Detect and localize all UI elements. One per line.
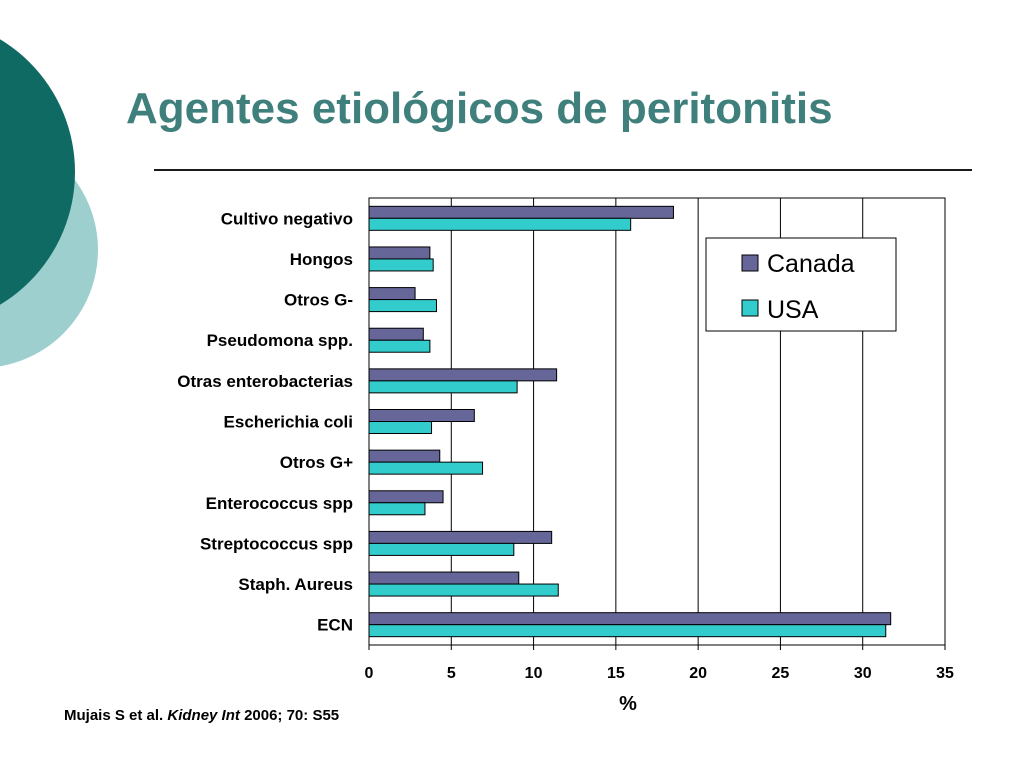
category-label: Enterococcus spp [206, 494, 353, 513]
title-underline [154, 169, 972, 171]
bar-usa [368, 258, 434, 272]
x-tick-label: 30 [854, 665, 872, 682]
bar-usa [368, 299, 437, 313]
bar-canada [368, 490, 444, 504]
x-axis-label: % [619, 693, 637, 715]
bar-usa [368, 380, 518, 394]
bar-canada [368, 449, 441, 463]
category-label: Otras enterobacterias [177, 372, 353, 391]
bar-usa [368, 542, 515, 556]
bar-usa [368, 624, 887, 638]
category-label: Pseudomona spp. [207, 331, 353, 350]
x-tick-label: 25 [772, 665, 790, 682]
category-label: Cultivo negativo [221, 209, 353, 228]
bar-canada [368, 327, 424, 341]
x-tick-label: 5 [447, 665, 456, 682]
bar-canada [368, 205, 674, 219]
decorative-circles [0, 39, 98, 367]
bar-usa [368, 217, 632, 231]
legend-label-canada: Canada [767, 250, 855, 278]
legend: Canada USA [705, 237, 897, 332]
category-label: Hongos [290, 250, 353, 269]
citation-journal: Kidney Int [167, 707, 240, 724]
bar-canada [368, 287, 416, 301]
category-label: ECN [317, 616, 353, 635]
x-tick-label: 15 [607, 665, 625, 682]
dark-teal-circle [0, 39, 75, 305]
bar-usa [368, 583, 559, 597]
bar-canada [368, 530, 553, 544]
citation-details: 2006; 70: S55 [244, 707, 340, 724]
bar-usa [368, 502, 426, 516]
x-tick-label: 35 [936, 665, 954, 682]
x-tick-label: 0 [365, 665, 374, 682]
category-label: Streptococcus spp [200, 534, 353, 553]
slide-title: Agentes etiológicos de peritonitis [126, 84, 833, 133]
category-label: Staph. Aureus [238, 575, 353, 594]
plot-frame [368, 197, 946, 646]
legend-swatch-usa [741, 299, 759, 317]
bar-canada [368, 612, 892, 626]
legend-swatch-canada [741, 254, 759, 272]
bar-canada [368, 409, 475, 422]
bar-usa [368, 461, 484, 475]
x-tick-label: 10 [525, 665, 543, 682]
legend-box [705, 237, 897, 332]
legend-label-usa: USA [767, 296, 819, 324]
bar-canada [368, 246, 431, 260]
category-label: Escherichia coli [224, 413, 353, 432]
bar-usa [368, 421, 433, 434]
bar-canada [368, 571, 520, 585]
bar-usa [368, 339, 431, 353]
bar-canada [368, 368, 558, 382]
category-label: Otros G- [284, 291, 353, 310]
category-labels: Cultivo negativo Hongos Otros G- Pseudomona… [177, 209, 353, 634]
x-tick-label: 20 [689, 665, 707, 682]
x-tick-labels: 0 5 10 15 20 25 30 35 [365, 645, 954, 682]
category-label: Otros G+ [280, 453, 353, 472]
citation-authors: Mujais S et al. [64, 707, 164, 724]
citation: Mujais S et al. Kidney Int 2006; 70: S55 [64, 707, 339, 724]
